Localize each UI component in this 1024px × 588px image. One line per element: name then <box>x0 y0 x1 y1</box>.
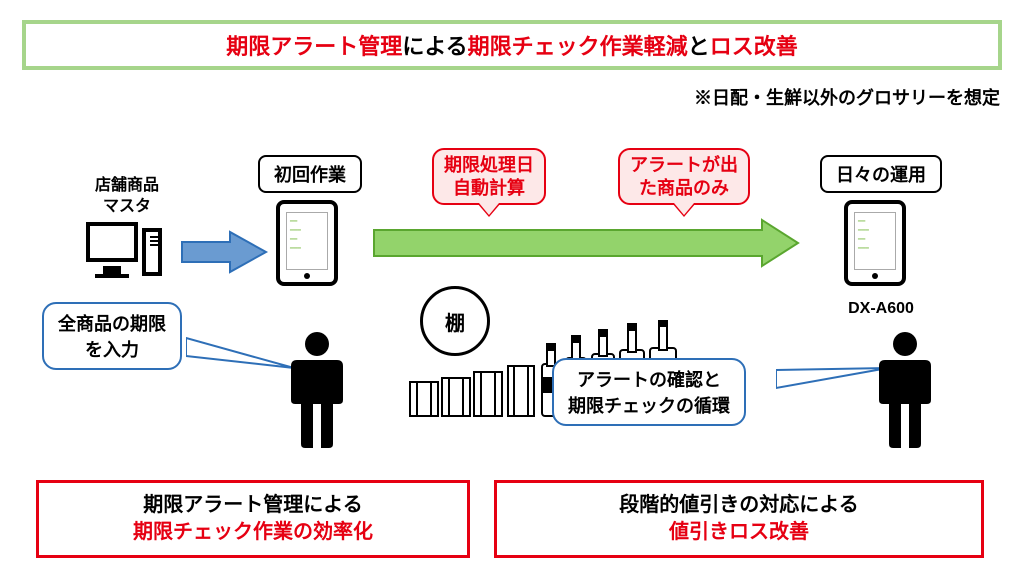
person-icon <box>292 330 342 450</box>
device-model-label: DX-A600 <box>836 300 926 318</box>
bottom-left-line2: 期限チェック作業の効率化 <box>133 519 373 546</box>
bottom-right-line2: 値引きロス改善 <box>669 519 809 546</box>
speech-input-all: 全商品の期限 を入力 <box>42 302 182 370</box>
speech-alert-loop: アラートの確認と 期限チェックの循環 <box>552 358 746 426</box>
title-box: 期限アラート管理による期限チェック作業軽減とロス改善 <box>22 20 1002 70</box>
tablet-icon: ━━━━━━━━━━ <box>276 200 338 286</box>
bottom-box-right: 段階的値引きの対応による 値引きロス改善 <box>494 480 984 558</box>
title-part: 期限チェック作業軽減 <box>468 34 688 59</box>
bottom-right-line1: 段階的値引きの対応による <box>619 492 858 519</box>
first-work-label: 初回作業 <box>258 155 362 193</box>
person-icon <box>880 330 930 450</box>
callout-alert-only: アラートが出 た商品のみ <box>618 148 750 205</box>
bottom-box-left: 期限アラート管理による 期限チェック作業の効率化 <box>36 480 470 558</box>
title-part: と <box>688 34 710 59</box>
bottom-left-line1: 期限アラート管理による <box>143 492 362 519</box>
daily-label: 日々の運用 <box>820 155 942 193</box>
master-label: 店舗商品 マスタ <box>72 176 182 218</box>
title-part: 期限アラート管理 <box>226 34 402 59</box>
title-part: による <box>402 34 467 59</box>
callout-auto-calc: 期限処理日 自動計算 <box>432 148 546 205</box>
subtitle: ※日配・生鮮以外のグロサリーを想定 <box>694 84 1000 110</box>
title-text: 期限アラート管理による期限チェック作業軽減とロス改善 <box>226 29 797 61</box>
green-arrow-icon <box>372 218 802 273</box>
tablet-icon: ━━━━━━━━━━ <box>844 200 906 286</box>
title-part: ロス改善 <box>710 34 798 59</box>
blue-arrow-icon <box>180 230 270 279</box>
